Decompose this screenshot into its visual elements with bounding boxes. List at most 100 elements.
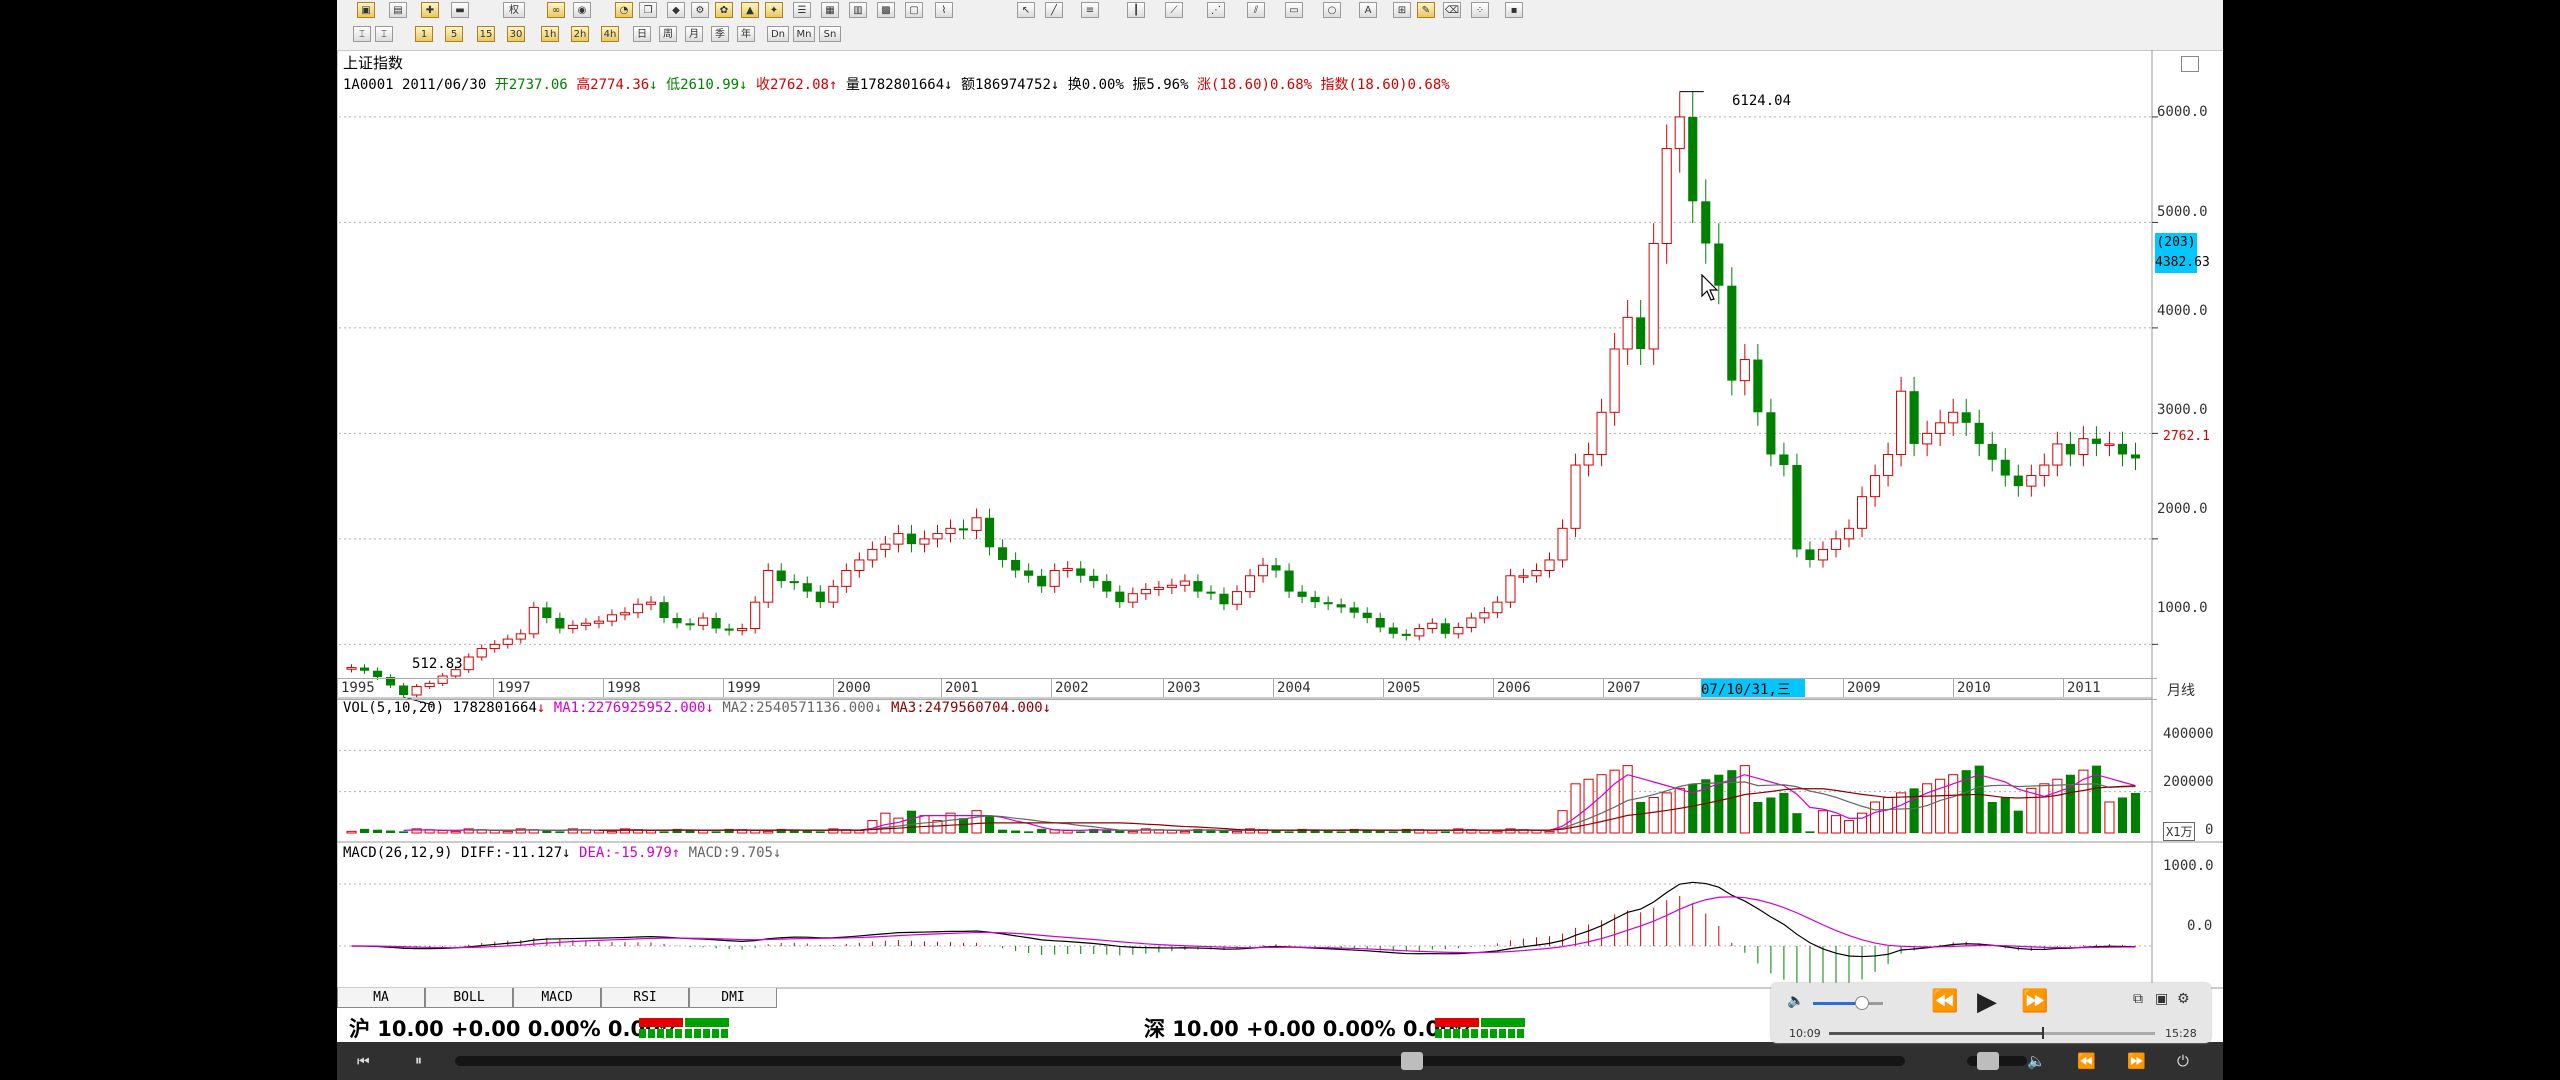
hline-icon[interactable]: ≡ (1081, 2, 1099, 18)
power-icon[interactable]: ⏻ (2177, 1052, 2189, 1070)
pencil-icon[interactable]: ✎ (1417, 2, 1435, 18)
hour-2-button[interactable]: 2h (571, 26, 589, 42)
volume-bar (593, 830, 604, 834)
dn-button[interactable]: Dn (767, 26, 789, 42)
pip-icon[interactable]: ⧉ (2133, 991, 2143, 1007)
ellipse-icon[interactable]: ○ (1323, 2, 1341, 18)
candle-body (528, 606, 539, 635)
week-button[interactable]: 周 (659, 26, 677, 42)
kline-icon[interactable]: ⌶ (353, 26, 371, 42)
volume-bar (1115, 830, 1125, 833)
rights-dropdown[interactable]: 权 (503, 2, 525, 18)
tab-macd[interactable]: MACD (513, 988, 601, 1008)
candle-body (1310, 596, 1320, 603)
volume-bar (1089, 828, 1099, 833)
fan-icon[interactable]: ⋰ (1207, 2, 1225, 18)
scrub-handle[interactable] (1401, 1052, 1423, 1070)
minute-5-button[interactable]: 5 (445, 26, 463, 42)
list-icon[interactable]: ☰ (793, 2, 811, 18)
candle-body (1531, 570, 1542, 577)
skip-back-icon[interactable]: ⏮ (357, 1054, 370, 1070)
chart-pie-icon[interactable]: ◔ (615, 2, 633, 18)
open-folder-icon[interactable]: ▣ (357, 2, 375, 18)
x-tick-mark (603, 679, 604, 697)
grid-icon[interactable]: ▩ (877, 2, 895, 18)
candle-body (1062, 567, 1073, 572)
binoculars-icon[interactable]: ∞ (547, 2, 565, 18)
tab-rsi[interactable]: RSI (601, 988, 689, 1008)
year-button[interactable]: 年 (737, 26, 755, 42)
copy-icon[interactable]: ❐ (639, 2, 657, 18)
speaker-icon[interactable]: 🔈 (2027, 1052, 2046, 1070)
mini-handle[interactable] (1977, 1052, 1999, 1070)
picture-icon[interactable]: ▤ (389, 2, 407, 18)
vol-ma3: MA3:2479560704.000 (890, 700, 1043, 716)
bars-icon[interactable]: ┃ (1127, 2, 1145, 18)
pointer-icon[interactable]: ↖ (1017, 2, 1035, 18)
gear-icon[interactable]: ⚙ (691, 2, 709, 18)
price-chart[interactable] (337, 50, 2223, 990)
puzzle-icon[interactable]: ✚ (421, 2, 439, 18)
rewind-icon[interactable]: ⏪ (2077, 1052, 2096, 1070)
tab-dmi[interactable]: DMI (689, 988, 777, 1008)
quarter-button[interactable]: 季 (711, 26, 729, 42)
progress-track[interactable] (1829, 1032, 2155, 1035)
minute-30-button[interactable]: 30 (507, 26, 525, 42)
x-tick-mark (1843, 679, 1844, 697)
trend-icon[interactable]: ⟋ (1165, 2, 1183, 18)
stamp-icon[interactable]: ⊞ (1393, 2, 1411, 18)
minute-1-button[interactable]: 1 (415, 26, 433, 42)
x-tick-2002: 2002 (1055, 680, 1089, 696)
settings-icon[interactable]: ⚙ (2177, 991, 2190, 1007)
fast-forward-icon[interactable]: ⏩ (2127, 1052, 2146, 1070)
chart-icon[interactable]: ▥ (849, 2, 867, 18)
forward-button-icon[interactable]: ⏩ (2021, 989, 2049, 1014)
channel-icon[interactable]: ⫽ (1247, 2, 1265, 18)
draw-line-icon[interactable]: ╱ (1045, 2, 1063, 18)
rectangle-icon[interactable]: ▭ (1285, 2, 1303, 18)
tab-ma[interactable]: MA (337, 988, 425, 1008)
sn-button[interactable]: Sn (819, 26, 841, 42)
save-icon[interactable]: ▪ (1505, 2, 1523, 18)
panel-toggle-icon[interactable] (2181, 56, 2199, 72)
eraser-icon[interactable]: ⌫ (1443, 2, 1461, 18)
alarm-icon[interactable]: ▲ (741, 2, 759, 18)
text-icon[interactable]: A (1359, 2, 1377, 18)
line-chart-icon[interactable]: ⌇ (935, 2, 953, 18)
volume-track[interactable] (1813, 1002, 1883, 1005)
scrub-track[interactable] (455, 1056, 1905, 1066)
camera-icon[interactable]: ◉ (573, 2, 591, 18)
volume-icon[interactable]: 🔈 (1787, 993, 1805, 1009)
color-palette-icon[interactable]: ⁘ (1471, 2, 1489, 18)
macd-label: MACD(26,12,9) (343, 845, 453, 861)
month-button[interactable]: 月 (685, 26, 703, 42)
progress-handle[interactable] (2041, 1027, 2044, 1039)
volume-bar (2091, 765, 2101, 833)
candle-body (346, 667, 357, 670)
hour-4-button[interactable]: 4h (601, 26, 619, 42)
hour-1-button[interactable]: 1h (541, 26, 559, 42)
cube-icon[interactable]: ◆ (667, 2, 685, 18)
candle-body (1583, 453, 1594, 466)
minute-15-button[interactable]: 15 (477, 26, 495, 42)
pause-icon[interactable]: ⏸ (415, 1053, 422, 1069)
kline2-icon[interactable]: ⌶ (375, 26, 393, 42)
tab-boll[interactable]: BOLL (425, 988, 513, 1008)
code-date: 1A0001 2011/06/30 (343, 77, 487, 93)
lightbulb-icon[interactable]: ✦ (765, 2, 783, 18)
play-button-icon[interactable]: ▶ (1977, 987, 1997, 1017)
table-icon[interactable]: ▦ (821, 2, 839, 18)
window-icon[interactable]: ▢ (905, 2, 923, 18)
volume-bar (1271, 830, 1281, 833)
palette-icon[interactable]: ✿ (715, 2, 733, 18)
day-button[interactable]: 日 (633, 26, 651, 42)
rewind-button-icon[interactable]: ⏪ (1931, 989, 1959, 1014)
volume-bar (1714, 774, 1724, 833)
fullscreen-icon[interactable]: ▣ (2155, 991, 2169, 1007)
volume-bar (1127, 830, 1138, 834)
mn-button[interactable]: Mn (793, 26, 815, 42)
volume-knob[interactable] (1855, 996, 1869, 1010)
candle-body (619, 612, 631, 616)
candle-body (1609, 348, 1620, 413)
minus-tool-icon[interactable]: ▬ (451, 2, 469, 18)
